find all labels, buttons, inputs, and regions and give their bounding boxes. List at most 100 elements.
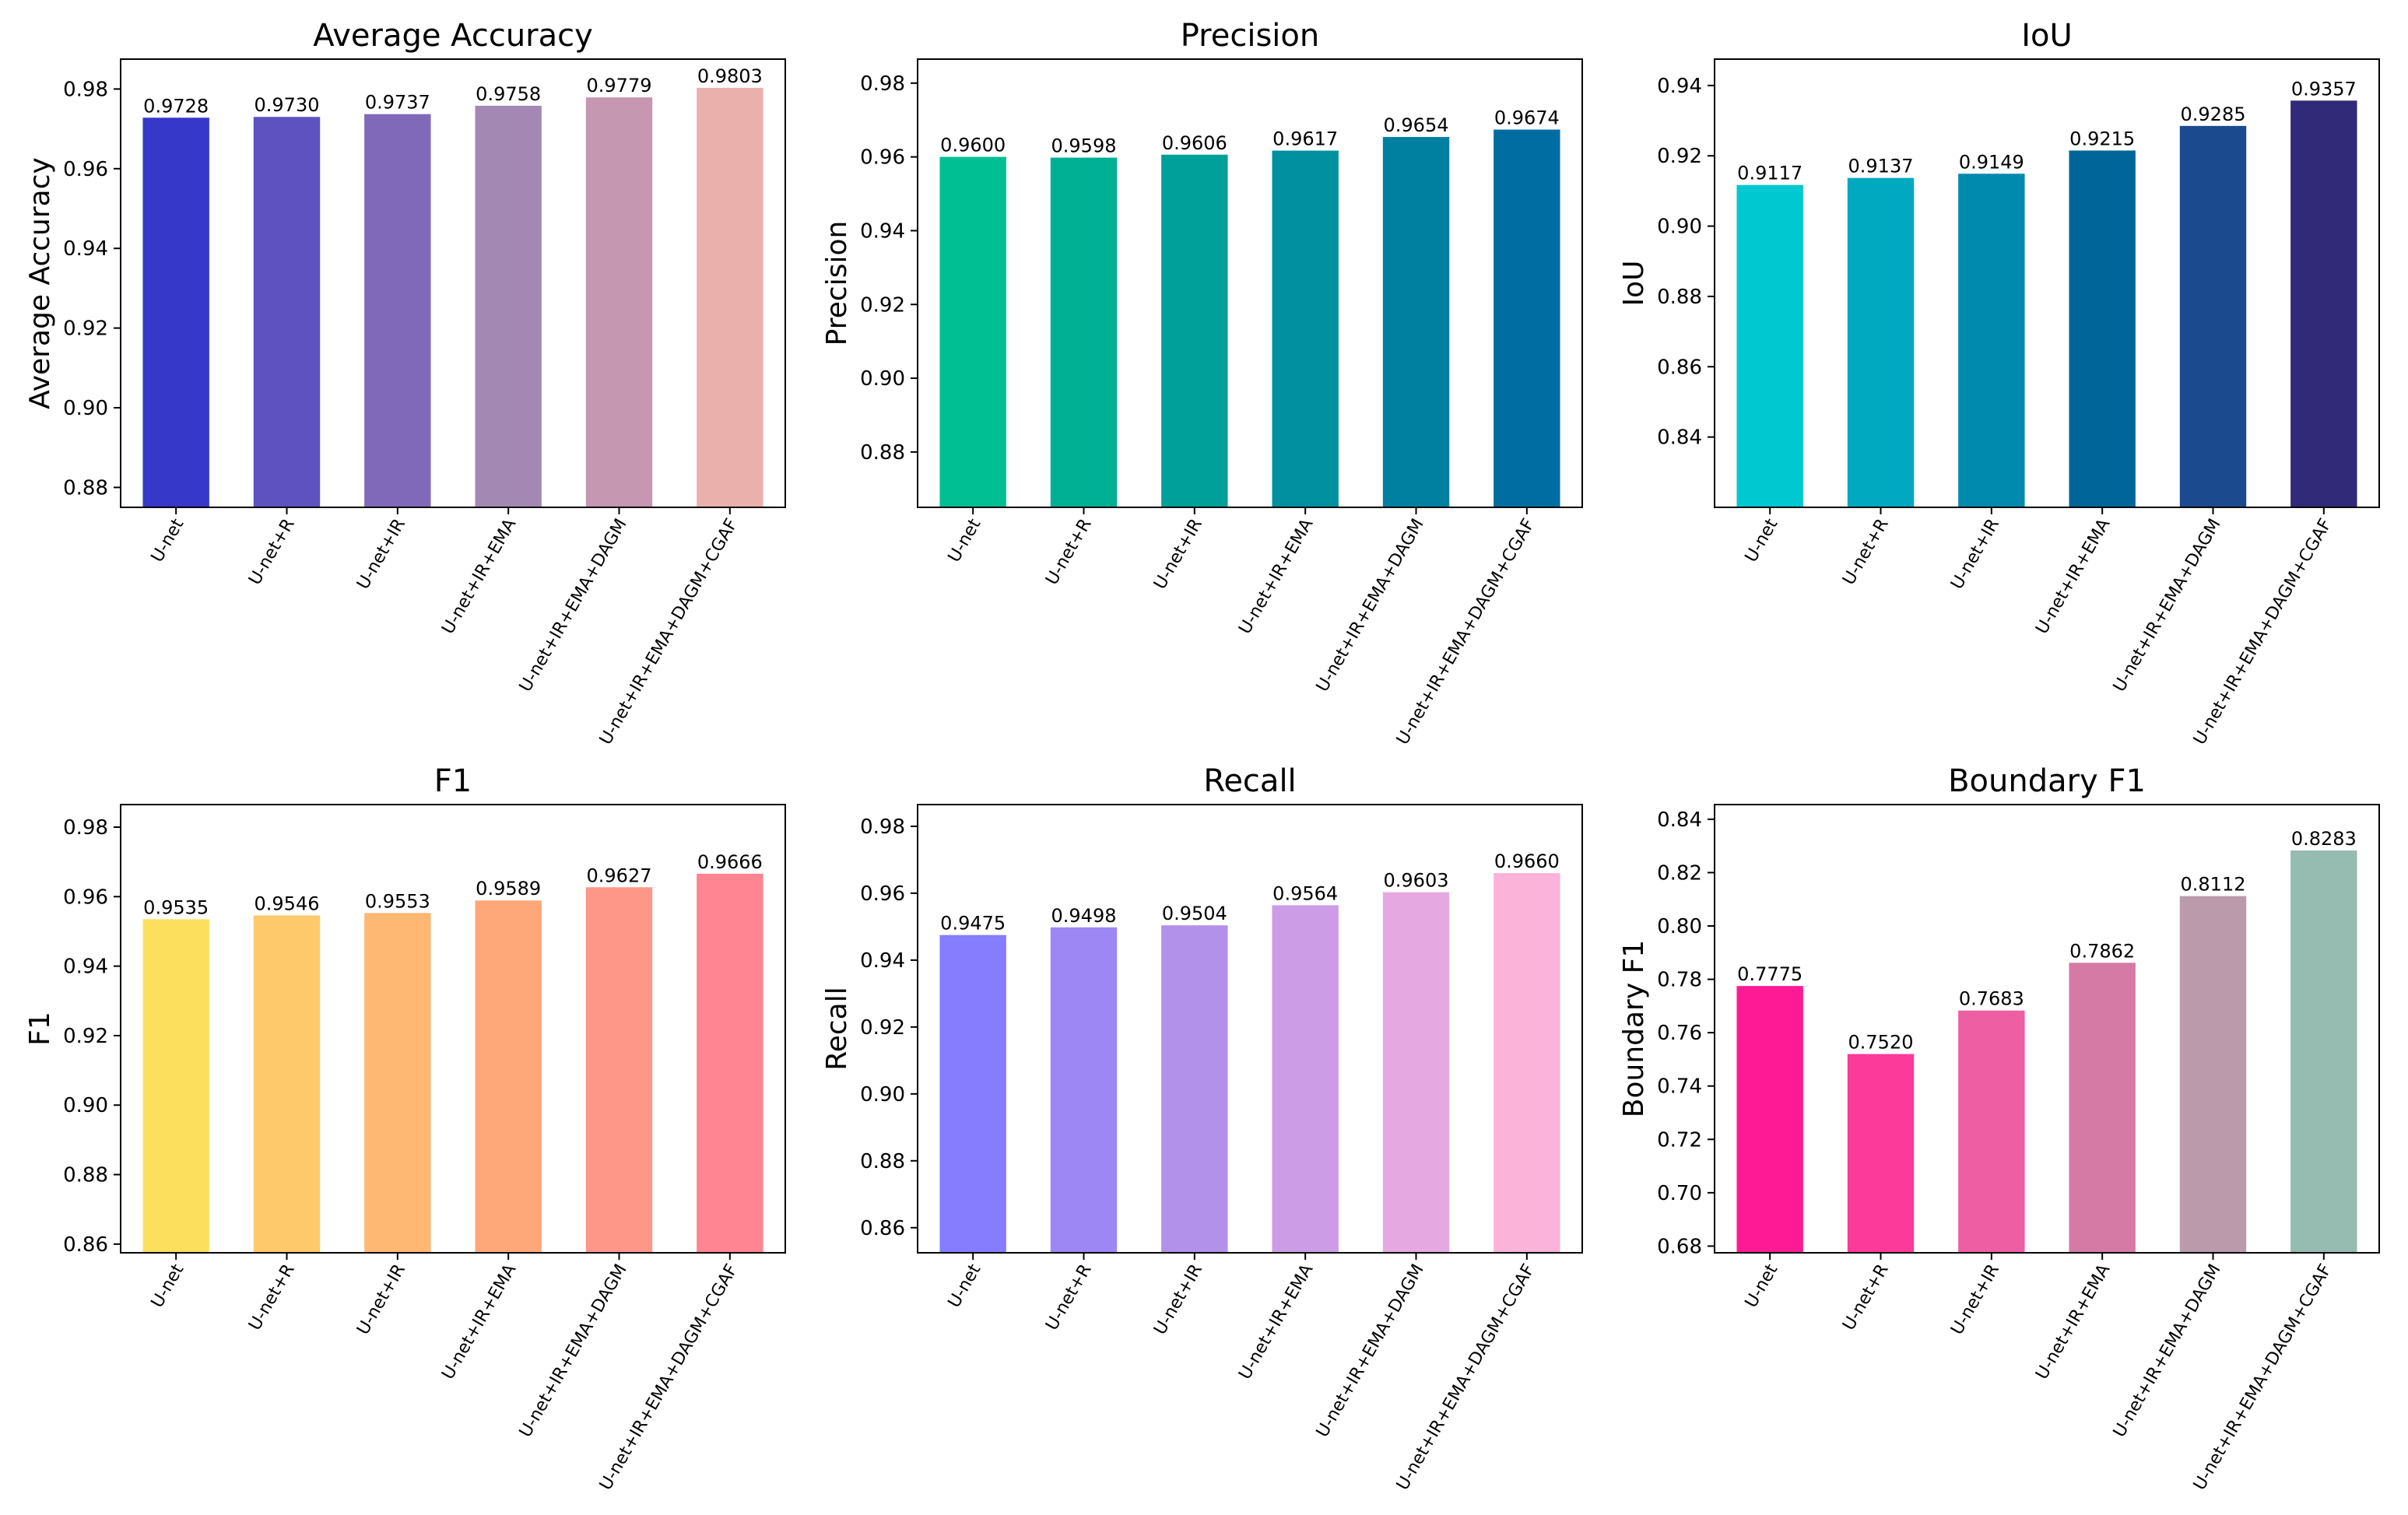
bar-6 (1494, 873, 1560, 1253)
x-tick-label: U-net+IR+EMA+DAGM+CGAF (2190, 1261, 2336, 1494)
bar-4 (475, 900, 542, 1253)
y-tick-label: 0.92 (63, 317, 108, 341)
bar-6 (2290, 850, 2357, 1253)
bar-3 (1958, 1010, 2025, 1253)
y-tick-label: 0.92 (860, 293, 905, 317)
data-label: 0.9504 (1162, 903, 1227, 924)
data-label: 0.9737 (365, 92, 430, 114)
y-tick-label: 0.94 (63, 956, 108, 979)
y-axis-label: Recall (821, 987, 853, 1070)
data-label: 0.9600 (940, 135, 1006, 156)
x-tick-label: U-net (945, 1261, 985, 1311)
x-tick-label: U-net+IR+EMA+DAGM (516, 1261, 631, 1441)
x-tick-label: U-net+R (1839, 1261, 1893, 1334)
bar-3 (1161, 925, 1228, 1253)
x-tick-label: U-net (148, 1261, 188, 1311)
y-tick-label: 0.98 (63, 78, 108, 101)
x-tick-label: U-net (1742, 1261, 1782, 1311)
data-label: 0.9137 (1848, 156, 1914, 177)
chart-title: Average Accuracy (313, 18, 593, 54)
chart-panel-1: 0.9728 0.9730 0.9737 0.9758 0.9779 0.9803 0.88… (24, 18, 786, 749)
bar-5 (585, 887, 653, 1253)
data-label: 0.8112 (2181, 874, 2246, 896)
y-tick-label: 0.74 (1657, 1075, 1702, 1099)
data-label: 0.7683 (1959, 988, 2024, 1010)
data-label: 0.9758 (476, 83, 541, 105)
x-tick-label: U-net+IR (1947, 516, 2003, 593)
bar-2 (253, 117, 321, 508)
bar-4 (1272, 150, 1339, 507)
bar-1 (1736, 986, 1803, 1253)
y-axis-label: Precision (821, 221, 853, 346)
y-axis-label: F1 (24, 1012, 56, 1046)
axes-frame (1714, 58, 2380, 508)
y-axis-label: IoU (1618, 261, 1650, 307)
y-tick-label: 0.94 (1657, 75, 1702, 98)
y-tick-label: 0.88 (860, 1150, 905, 1173)
data-label: 0.9149 (1959, 151, 2024, 173)
data-label: 0.9598 (1051, 135, 1117, 157)
data-label: 0.9730 (254, 94, 320, 116)
y-tick-label: 0.90 (860, 1083, 905, 1106)
bar-4 (475, 105, 542, 508)
bar-1 (939, 156, 1006, 507)
y-tick-label: 0.90 (63, 1094, 108, 1117)
y-tick-label: 0.68 (1657, 1235, 1702, 1258)
x-tick-label: U-net+IR+EMA (2032, 516, 2114, 638)
x-tick-label: U-net+IR+EMA+DAGM (1313, 516, 1428, 696)
y-tick-label: 0.84 (1657, 426, 1702, 450)
x-tick-label: U-net+IR (1150, 1261, 1206, 1338)
y-tick-label: 0.88 (860, 441, 905, 465)
axes-frame (917, 58, 1583, 508)
data-label: 0.9535 (143, 896, 209, 918)
y-tick-label: 0.70 (1657, 1182, 1702, 1205)
bar-4 (2069, 963, 2136, 1253)
data-label: 0.9357 (2291, 78, 2357, 100)
x-tick-label: U-net+R (1042, 516, 1096, 589)
bar-1 (142, 117, 209, 507)
chart-panel-6: 0.7775 0.7520 0.7683 0.7862 0.8112 0.8283 0.68… (1618, 763, 2380, 1494)
x-tick-label: U-net+IR+EMA+DAGM+CGAF (596, 516, 742, 749)
x-tick-label: U-net+IR (353, 1261, 409, 1338)
data-label: 0.7862 (2069, 940, 2135, 962)
data-label: 0.9546 (254, 893, 320, 914)
x-tick-label: U-net+IR (353, 516, 409, 593)
y-tick-label: 0.92 (1657, 145, 1702, 168)
chart-panel-4: 0.9535 0.9546 0.9553 0.9589 0.9627 0.9666 0.86… (24, 763, 786, 1494)
y-tick-label: 0.82 (1657, 861, 1702, 885)
chart-panel-3: 0.9117 0.9137 0.9149 0.9215 0.9285 0.9357 0.84… (1618, 18, 2380, 749)
bar-5 (2179, 125, 2247, 507)
bar-2 (1847, 1054, 1915, 1253)
bar-6 (1494, 129, 1560, 507)
x-tick-label: U-net+R (245, 516, 299, 589)
data-label: 0.9779 (587, 75, 652, 96)
y-tick-label: 0.96 (860, 882, 905, 906)
data-label: 0.9803 (697, 65, 763, 87)
bar-1 (142, 919, 209, 1253)
bar-5 (2179, 896, 2247, 1253)
y-tick-label: 0.88 (63, 1164, 108, 1187)
x-tick-label: U-net+IR+EMA (2032, 1261, 2114, 1383)
bar-3 (1161, 154, 1228, 507)
data-label: 0.9564 (1272, 882, 1338, 904)
bar-2 (253, 915, 321, 1253)
chart-title: F1 (434, 763, 472, 799)
data-label: 0.9654 (1384, 114, 1449, 136)
axes-frame (917, 804, 1583, 1254)
bar-3 (1958, 174, 2025, 507)
bar-5 (585, 97, 653, 508)
bar-5 (1382, 137, 1450, 507)
x-tick-label: U-net (1742, 515, 1782, 566)
x-tick-label: U-net+IR+EMA+DAGM (516, 516, 631, 696)
x-tick-label: U-net+IR+EMA (438, 1261, 520, 1383)
y-tick-label: 0.76 (1657, 1022, 1702, 1045)
axes-frame (120, 58, 786, 508)
x-tick-label: U-net+R (1839, 516, 1893, 589)
data-label: 0.9553 (365, 890, 430, 912)
x-tick-label: U-net+IR+EMA (438, 516, 520, 638)
x-tick-label: U-net+IR+EMA (1235, 516, 1317, 638)
chart-title: Precision (1181, 18, 1319, 54)
data-label: 0.9627 (587, 864, 652, 886)
bar-6 (697, 87, 763, 507)
